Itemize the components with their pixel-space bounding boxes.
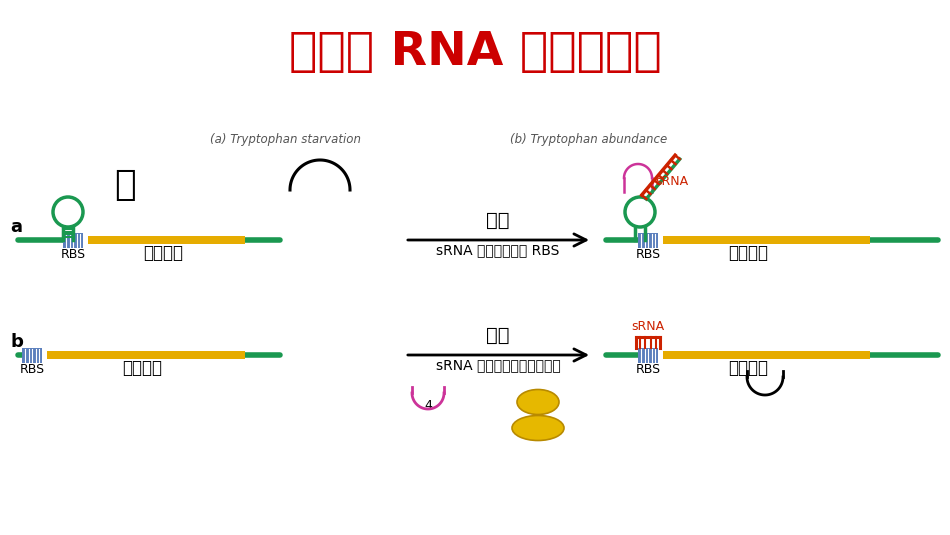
Text: RBS: RBS [19,363,45,376]
Text: 衰: 衰 [114,168,136,202]
Text: 编码序列: 编码序列 [122,359,162,377]
Text: a: a [10,218,22,236]
Text: sRNA 的配对暴露出 RBS: sRNA 的配对暴露出 RBS [436,243,560,257]
Text: RBS: RBS [636,248,660,261]
Bar [22,348,42,363]
Text: sRNA: sRNA [656,175,689,188]
Text: 编码序列: 编码序列 [728,359,768,377]
Text: 抑制: 抑制 [486,326,510,345]
Text: 激活: 激活 [486,211,510,230]
Ellipse shape [517,389,559,415]
Text: 4: 4 [424,399,432,412]
Bar [663,351,870,359]
Ellipse shape [512,416,564,440]
Bar [88,236,245,244]
Bar [63,233,83,248]
Text: (b) Tryptophan abundance: (b) Tryptophan abundance [510,133,667,146]
Text: RBS: RBS [636,363,660,376]
Bar [638,348,658,363]
Text: RBS: RBS [61,248,86,261]
Bar [638,233,658,248]
Text: (a) Tryptophan starvation: (a) Tryptophan starvation [210,133,361,146]
Text: 编码序列: 编码序列 [728,244,768,262]
Text: 细菌中 RNA 介导的调控: 细菌中 RNA 介导的调控 [289,29,661,74]
Bar [663,236,870,244]
Text: b: b [10,333,23,351]
Bar [47,351,245,359]
Text: sRNA 的配对抑制核糖体结合: sRNA 的配对抑制核糖体结合 [436,358,560,372]
Text: sRNA: sRNA [632,320,665,333]
Text: 编码序列: 编码序列 [143,244,183,262]
